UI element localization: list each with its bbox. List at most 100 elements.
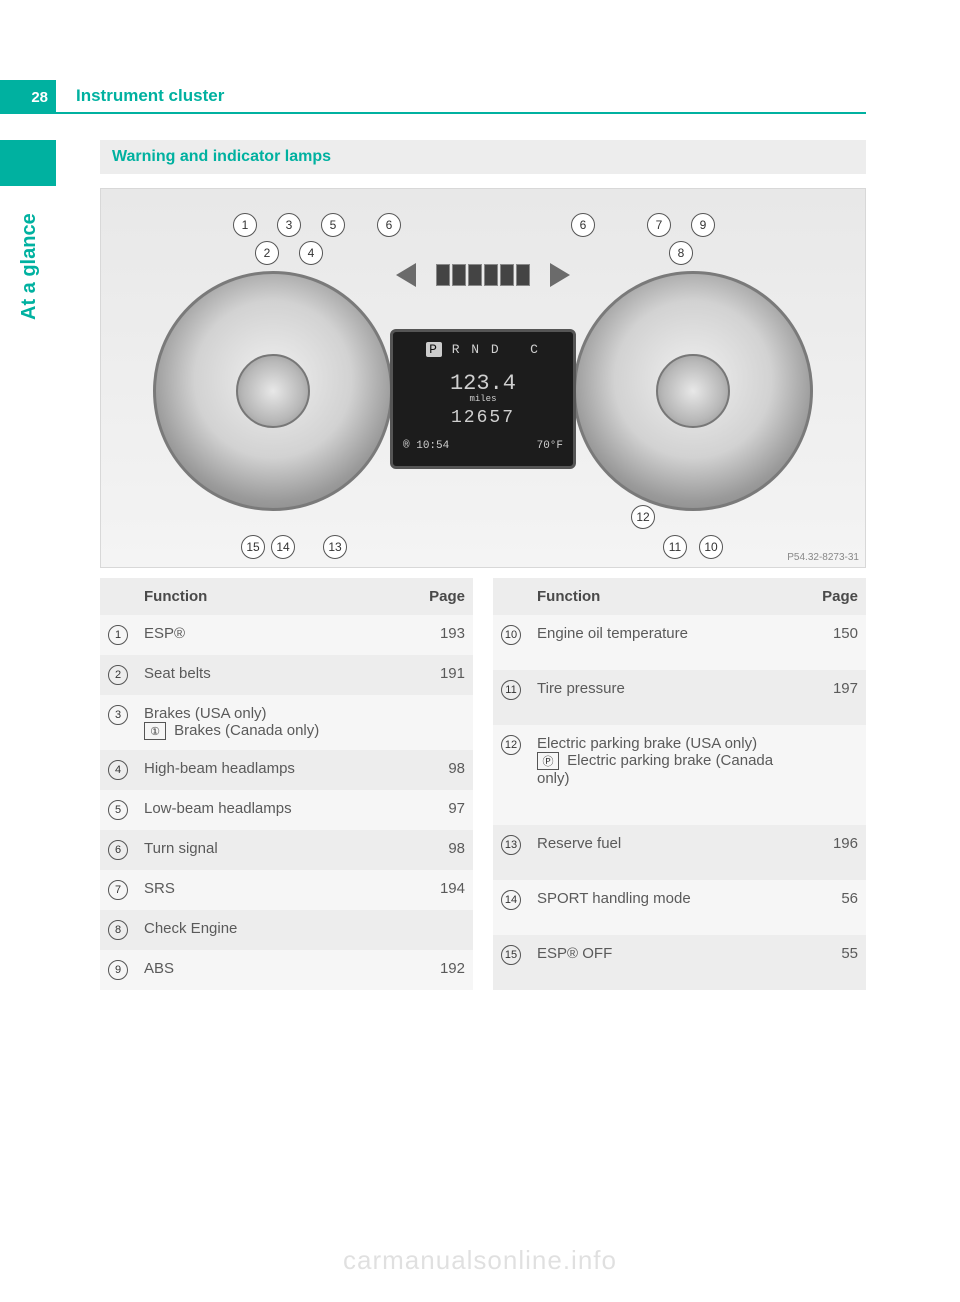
section-title: Warning and indicator lamps xyxy=(100,140,866,174)
table-row: 13Reserve fuel196 xyxy=(493,825,866,880)
callout-number-icon: 2 xyxy=(108,665,128,685)
inline-symbol-icon: ① xyxy=(144,722,166,740)
row-number: 13 xyxy=(493,825,529,880)
figure-callout: 2 xyxy=(255,241,279,265)
row-page: 55 xyxy=(808,935,866,990)
row-number: 3 xyxy=(100,695,136,750)
figure-callout: 3 xyxy=(277,213,301,237)
col-page: Page xyxy=(415,578,473,615)
figure-callout: 14 xyxy=(271,535,295,559)
row-page xyxy=(415,695,473,750)
row-number: 5 xyxy=(100,790,136,830)
table-row: 15ESP® OFF55 xyxy=(493,935,866,990)
col-function: Function xyxy=(136,578,415,615)
figure-callout: 1 xyxy=(233,213,257,237)
figure-callout: 13 xyxy=(323,535,347,559)
callout-number-icon: 3 xyxy=(108,705,128,725)
row-page: 197 xyxy=(808,670,866,725)
function-table-left: Function Page 1ESP®193 2 Seat belts191 3 Bra… xyxy=(100,578,473,990)
row-function: Reserve fuel xyxy=(529,825,808,880)
top-indicator-strip xyxy=(349,257,617,293)
table-row: 14SPORT handling mode56 xyxy=(493,880,866,935)
watermark: carmanualsonline.info xyxy=(0,1245,960,1276)
table-row: 9 ABS192 xyxy=(100,950,473,990)
row-function: Check Engine xyxy=(136,910,415,950)
header-bar: 28 Instrument cluster xyxy=(0,80,866,114)
left-gauge xyxy=(153,271,393,511)
function-tables: Function Page 1ESP®1932Seat belts1913Bra… xyxy=(100,578,866,990)
row-function: SPORT handling mode xyxy=(529,880,808,935)
row-page: 56 xyxy=(808,880,866,935)
lcd-cells xyxy=(436,264,530,286)
function-table-right: Function Page 10Engine oil temperature15… xyxy=(493,578,866,990)
figure-callout: 6 xyxy=(377,213,401,237)
figure-id: P54.32-8273-31 xyxy=(787,552,859,563)
row-number: 14 xyxy=(493,880,529,935)
side-tab-block xyxy=(0,140,56,186)
right-gauge xyxy=(573,271,813,511)
figure-callout: 10 xyxy=(699,535,723,559)
left-turn-arrow-icon xyxy=(396,263,416,287)
callout-number-icon: 4 xyxy=(108,760,128,780)
callout-number-icon: 6 xyxy=(108,840,128,860)
row-page xyxy=(808,725,866,824)
row-number: 8 xyxy=(100,910,136,950)
callout-number-icon: 10 xyxy=(501,625,521,645)
row-page: 194 xyxy=(415,870,473,910)
col-blank xyxy=(100,578,136,615)
row-number: 2 xyxy=(100,655,136,695)
row-page: 191 xyxy=(415,655,473,695)
row-page: 98 xyxy=(415,830,473,870)
figure-callout: 6 xyxy=(571,213,595,237)
row-function: Low-beam headlamps xyxy=(136,790,415,830)
table-row: 2 Seat belts191 xyxy=(100,655,473,695)
row-function: Engine oil temperature xyxy=(529,615,808,670)
chapter-title: Instrument cluster xyxy=(56,80,866,114)
figure-callout: 8 xyxy=(669,241,693,265)
table-row: 3 Brakes (USA only)① Brakes (Canada only) xyxy=(100,695,473,750)
row-function: Brakes (USA only)① Brakes (Canada only) xyxy=(136,695,415,750)
figure-callout: 9 xyxy=(691,213,715,237)
table-row: 7 SRS194 xyxy=(100,870,473,910)
callout-number-icon: 12 xyxy=(501,735,521,755)
figure-callout: 15 xyxy=(241,535,265,559)
figure-callout: 12 xyxy=(631,505,655,529)
manual-page: 28 Instrument cluster At a glance Warnin… xyxy=(0,0,960,1302)
row-number: 9 xyxy=(100,950,136,990)
col-blank xyxy=(493,578,529,615)
col-function: Function xyxy=(529,578,808,615)
trip-value: 123.4 xyxy=(393,371,573,396)
table-row: 12Electric parking brake (USA only)Ⓟ Ele… xyxy=(493,725,866,824)
row-function: Tire pressure xyxy=(529,670,808,725)
row-page xyxy=(415,910,473,950)
odometer: 12657 xyxy=(393,408,573,428)
callout-number-icon: 9 xyxy=(108,960,128,980)
callout-number-icon: 13 xyxy=(501,835,521,855)
table-row: 1ESP®193 xyxy=(100,615,473,655)
row-function: ABS xyxy=(136,950,415,990)
row-function: High-beam headlamps xyxy=(136,750,415,790)
row-function: Seat belts xyxy=(136,655,415,695)
col-page: Page xyxy=(808,578,866,615)
table-row: 6 Turn signal98 xyxy=(100,830,473,870)
row-function: Turn signal xyxy=(136,830,415,870)
row-number: 15 xyxy=(493,935,529,990)
content-area: Warning and indicator lamps P R N D C xyxy=(100,80,866,990)
left-gauge-hub xyxy=(236,354,310,428)
figure-callout: 5 xyxy=(321,213,345,237)
row-page: 192 xyxy=(415,950,473,990)
row-function: ESP® OFF xyxy=(529,935,808,990)
row-number: 6 xyxy=(100,830,136,870)
row-function: SRS xyxy=(136,870,415,910)
gear-indicator: P R N D C xyxy=(393,342,573,357)
callout-number-icon: 7 xyxy=(108,880,128,900)
row-page: 150 xyxy=(808,615,866,670)
temperature: 70°F xyxy=(537,440,563,452)
row-number: 4 xyxy=(100,750,136,790)
row-number: 1 xyxy=(100,615,136,655)
right-turn-arrow-icon xyxy=(550,263,570,287)
callout-number-icon: 1 xyxy=(108,625,128,645)
row-page: 97 xyxy=(415,790,473,830)
row-number: 10 xyxy=(493,615,529,670)
right-gauge-hub xyxy=(656,354,730,428)
